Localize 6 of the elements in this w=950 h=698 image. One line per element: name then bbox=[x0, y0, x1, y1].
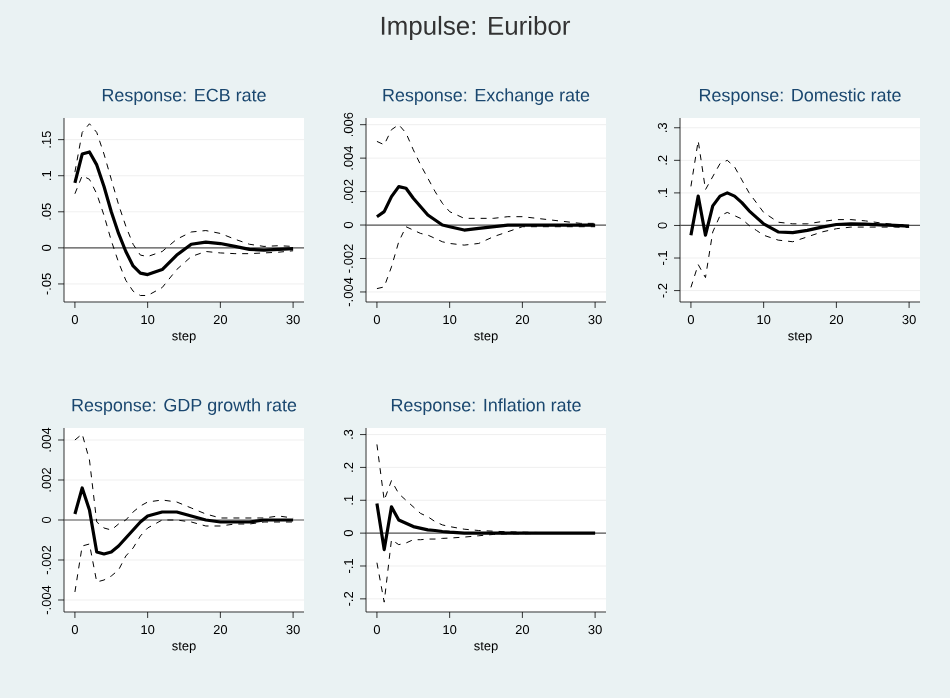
chart-title: Response: Inflation rate bbox=[391, 398, 581, 415]
chart-title: Response: Exchange rate bbox=[383, 88, 590, 105]
text: Impulse: Euribor bbox=[381, 15, 571, 41]
chart-title: Response: GDP growth rate bbox=[72, 398, 297, 415]
chart-title: Response: ECB rate bbox=[102, 88, 266, 105]
chart-title: Response: Domestic rate bbox=[699, 88, 901, 105]
